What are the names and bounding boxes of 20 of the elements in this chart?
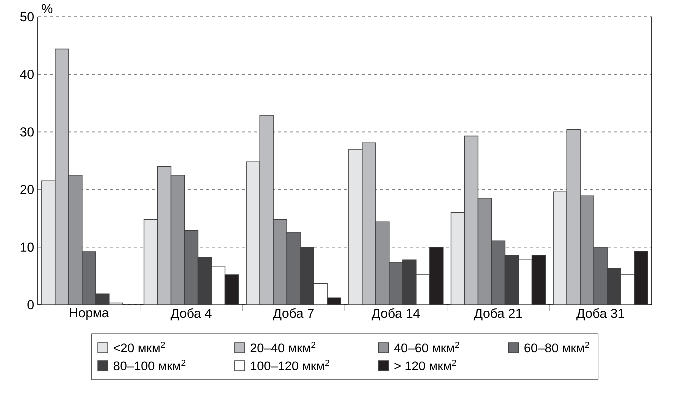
y-tick-label: 0 — [28, 300, 34, 310]
legend-label: <20 мкм$^{2}$ — [114, 342, 166, 353]
x-tick-label: Доба 14 — [372, 308, 420, 321]
x-tick-label: Норма — [70, 308, 110, 320]
y-tick-label: 20 — [20, 185, 34, 194]
y-tick-label: 30 — [20, 128, 34, 137]
x-tick-label: Доба 4 — [170, 308, 212, 321]
y-tick-label: 50 — [20, 12, 34, 22]
x-tick-label: Доба 7 — [273, 308, 314, 321]
legend-label: 80–100 мкм$^{2}$ — [114, 360, 186, 371]
x-tick-label: Доба 31 — [576, 308, 625, 321]
legend-label: 40–60 мкм$^{2}$ — [394, 342, 460, 353]
y-tick-label: 40 — [20, 70, 34, 80]
legend-label: 100–120 мкм$^{2}$ — [251, 360, 330, 371]
legend-label: 60–80 мкм$^{2}$ — [524, 342, 590, 353]
legend-label: 20–40 мкм$^{2}$ — [250, 342, 316, 353]
y-axis-title: % — [42, 4, 53, 14]
x-tick-label: Доба 21 — [474, 308, 522, 321]
legend-label: > 120 мкм$^{2}$ — [394, 360, 456, 371]
y-tick-label: 10 — [21, 242, 34, 252]
